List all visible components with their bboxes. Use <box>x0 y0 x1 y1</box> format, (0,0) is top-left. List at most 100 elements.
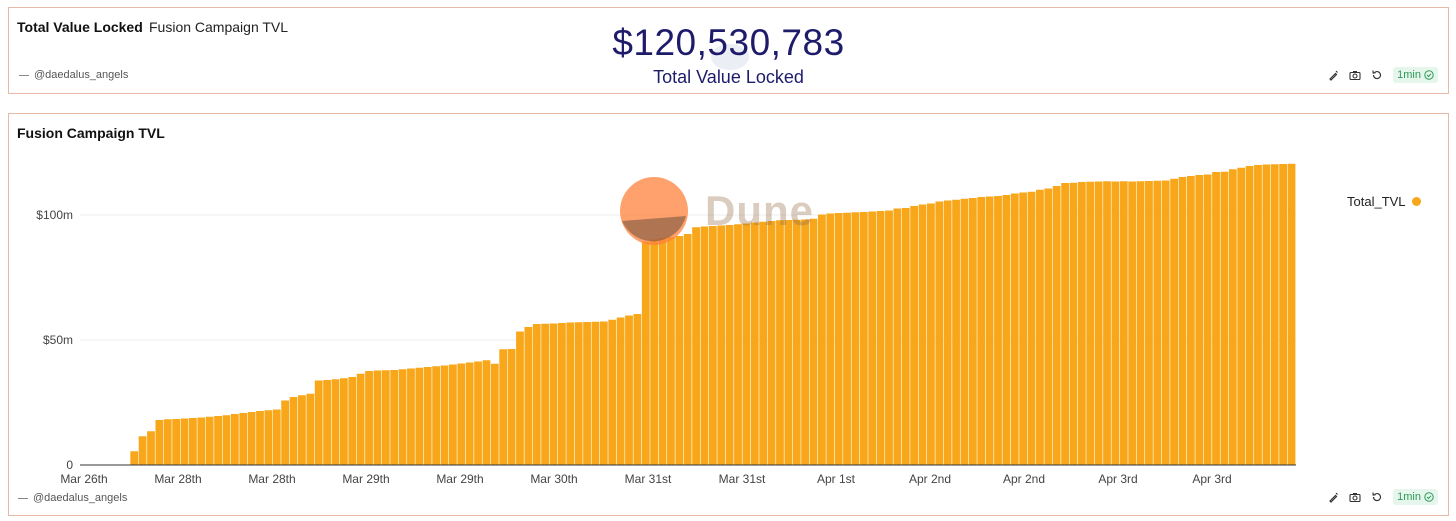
bar[interactable] <box>608 319 617 465</box>
bar[interactable] <box>1228 169 1237 465</box>
bar[interactable] <box>423 367 432 465</box>
bar[interactable] <box>742 223 751 466</box>
bar[interactable] <box>323 380 331 465</box>
bar[interactable] <box>474 361 482 466</box>
bar[interactable] <box>490 363 499 465</box>
bar[interactable] <box>901 208 910 465</box>
bar[interactable] <box>759 221 768 465</box>
bar[interactable] <box>801 219 809 466</box>
bar[interactable] <box>776 220 784 465</box>
bar[interactable] <box>440 365 449 466</box>
bar[interactable] <box>281 400 290 466</box>
bar[interactable] <box>147 431 155 465</box>
bar[interactable] <box>792 219 801 465</box>
bar[interactable] <box>566 322 575 466</box>
bar[interactable] <box>398 369 407 465</box>
bar[interactable] <box>1103 181 1111 465</box>
bar[interactable] <box>247 412 256 465</box>
bar[interactable] <box>658 238 667 465</box>
bar[interactable] <box>859 212 868 465</box>
bar[interactable] <box>1061 183 1069 465</box>
bar[interactable] <box>432 366 441 465</box>
bar[interactable] <box>130 451 139 465</box>
bar[interactable] <box>339 378 348 465</box>
bar[interactable] <box>767 221 776 465</box>
bar[interactable] <box>1270 164 1279 465</box>
bar[interactable] <box>163 419 172 465</box>
bar[interactable] <box>1019 192 1028 466</box>
bar[interactable] <box>138 436 147 465</box>
bar[interactable] <box>1220 171 1229 465</box>
bar[interactable] <box>675 236 684 465</box>
bar[interactable] <box>717 225 726 466</box>
bar[interactable] <box>381 370 390 465</box>
bar[interactable] <box>180 418 189 466</box>
bar[interactable] <box>155 420 164 465</box>
bar[interactable] <box>549 323 558 466</box>
bar[interactable] <box>1077 182 1086 465</box>
bar[interactable] <box>725 225 734 465</box>
bar[interactable] <box>641 241 650 466</box>
bar[interactable] <box>667 237 675 465</box>
bar[interactable] <box>977 197 986 465</box>
bar[interactable] <box>1002 195 1011 465</box>
bar[interactable] <box>482 360 491 465</box>
refresh-interval-badge[interactable]: 1min <box>1393 489 1438 505</box>
bar[interactable] <box>868 211 877 466</box>
bar[interactable] <box>650 239 659 466</box>
bar[interactable] <box>960 198 969 465</box>
bar[interactable] <box>532 324 541 465</box>
bar[interactable] <box>885 210 893 466</box>
bar[interactable] <box>1145 181 1153 465</box>
bar[interactable] <box>1036 189 1044 465</box>
bar[interactable] <box>893 208 902 466</box>
pen-icon[interactable] <box>1327 69 1339 81</box>
bar[interactable] <box>1178 177 1187 465</box>
bar[interactable] <box>222 415 231 465</box>
bar[interactable] <box>289 397 298 465</box>
bar[interactable] <box>298 395 306 465</box>
bar[interactable] <box>910 206 919 465</box>
bar[interactable] <box>1279 164 1288 465</box>
bar[interactable] <box>197 417 206 466</box>
bar[interactable] <box>331 379 340 465</box>
bar[interactable] <box>214 416 222 465</box>
bar[interactable] <box>1262 164 1271 466</box>
bar[interactable] <box>708 226 717 465</box>
bar[interactable] <box>591 321 600 465</box>
camera-icon[interactable] <box>1349 69 1361 81</box>
bar[interactable] <box>1203 174 1212 466</box>
bar[interactable] <box>507 349 516 465</box>
bar[interactable] <box>750 222 759 466</box>
bar[interactable] <box>633 314 642 465</box>
bar[interactable] <box>994 196 1002 465</box>
pen-icon[interactable] <box>1327 491 1339 503</box>
refresh-icon[interactable] <box>1371 69 1383 81</box>
bar[interactable] <box>700 226 709 466</box>
bar[interactable] <box>499 349 508 465</box>
bar[interactable] <box>172 419 181 465</box>
bar[interactable] <box>834 213 843 465</box>
bar[interactable] <box>1245 166 1254 465</box>
bar[interactable] <box>1069 182 1078 465</box>
bar[interactable] <box>935 201 944 466</box>
bar[interactable] <box>306 393 315 465</box>
bar[interactable] <box>683 234 692 465</box>
bar[interactable] <box>692 227 700 465</box>
bar[interactable] <box>599 321 608 466</box>
bar[interactable] <box>826 213 835 466</box>
author-link[interactable]: @daedalus_angels <box>19 69 128 81</box>
bar[interactable] <box>809 218 818 465</box>
bar[interactable] <box>1044 188 1053 466</box>
bar[interactable] <box>390 370 399 465</box>
bar[interactable] <box>314 380 323 466</box>
camera-icon[interactable] <box>1349 491 1361 503</box>
bar[interactable] <box>407 368 415 466</box>
bar[interactable] <box>465 362 474 466</box>
bar[interactable] <box>1212 172 1220 465</box>
bar[interactable] <box>1010 193 1019 466</box>
bar[interactable] <box>583 322 591 465</box>
bar[interactable] <box>574 322 583 465</box>
bar[interactable] <box>952 199 960 465</box>
bar[interactable] <box>356 373 365 465</box>
